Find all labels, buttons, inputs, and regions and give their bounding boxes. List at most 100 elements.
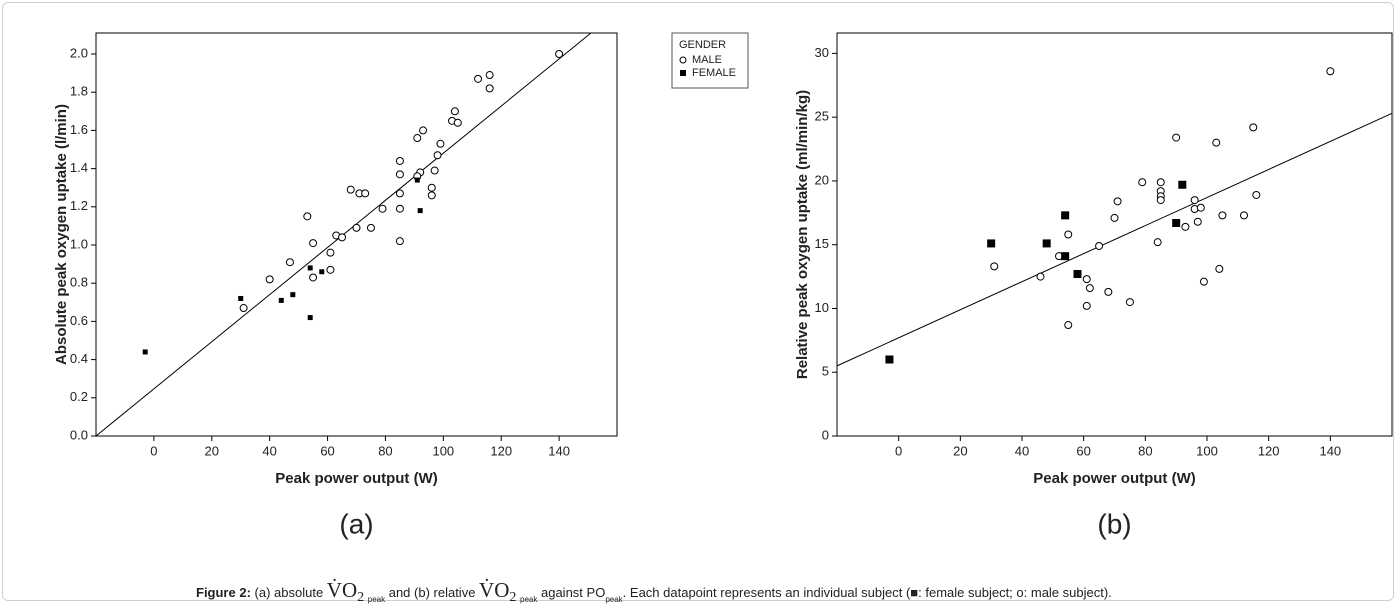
y-axis-title: Relative peak oxygen uptake (ml/min/kg): [794, 90, 811, 379]
point: [1178, 180, 1187, 189]
x-tick-label: 100: [432, 443, 454, 458]
point: [395, 156, 404, 165]
point: [1172, 219, 1181, 228]
y-tick-label: 0.2: [70, 389, 88, 404]
point: [285, 258, 294, 267]
caption-label: Figure 2:: [196, 585, 251, 600]
point: [1082, 301, 1091, 310]
legend-label: FEMALE: [692, 67, 736, 79]
caption-sub: peak: [367, 595, 386, 604]
point: [417, 208, 423, 214]
x-tick-label: 20: [205, 443, 219, 458]
point: [1252, 190, 1261, 199]
caption-text: against PO: [537, 585, 606, 600]
panel-label: (a): [339, 508, 373, 539]
y-tick-label: 0.4: [70, 351, 88, 366]
x-tick-label: 40: [262, 443, 276, 458]
legend-marker: [680, 70, 686, 76]
point: [395, 204, 404, 213]
y-tick-label: 25: [815, 109, 829, 124]
point: [1172, 133, 1181, 142]
point: [1138, 178, 1147, 187]
fit-line: [836, 112, 1393, 367]
y-tick-label: 1.4: [70, 160, 88, 175]
point: [395, 189, 404, 198]
x-tick-label: 0: [150, 443, 157, 458]
y-axis-title: Absolute peak oxygen uptake (l/min): [53, 104, 70, 365]
y-tick-label: 1.2: [70, 198, 88, 213]
point: [427, 191, 436, 200]
y-tick-label: 1.8: [70, 84, 88, 99]
caption-sub: 2: [509, 590, 517, 605]
point: [1113, 197, 1122, 206]
point: [450, 107, 459, 116]
caption-sub: peak: [520, 595, 538, 604]
point: [1326, 67, 1335, 76]
point: [1156, 196, 1165, 205]
caption-symbol: V̇O: [479, 578, 510, 602]
legend-label: MALE: [692, 54, 722, 66]
point: [1061, 211, 1070, 220]
point: [1110, 213, 1119, 222]
y-tick-label: 0: [822, 427, 829, 442]
point: [1199, 277, 1208, 286]
x-tick-label: 120: [490, 443, 512, 458]
y-tick-label: 0.6: [70, 313, 88, 328]
point: [474, 74, 483, 83]
point: [1249, 123, 1258, 132]
point: [319, 269, 325, 275]
point: [1153, 238, 1162, 247]
point: [303, 212, 312, 221]
point: [413, 134, 422, 143]
point: [326, 248, 335, 257]
y-tick-label: 10: [815, 300, 829, 315]
y-tick-label: 1.6: [70, 122, 88, 137]
point: [326, 265, 335, 274]
y-tick-label: 1.0: [70, 236, 88, 251]
point: [1095, 241, 1104, 250]
point: [485, 71, 494, 80]
point: [238, 295, 244, 301]
point: [453, 118, 462, 127]
point: [1042, 239, 1051, 248]
point: [352, 223, 361, 232]
point: [1085, 284, 1094, 293]
point: [307, 265, 313, 271]
point: [378, 204, 387, 213]
point: [990, 262, 999, 271]
x-tick-label: 40: [1015, 443, 1029, 458]
y-tick-label: 15: [815, 236, 829, 251]
panel-label: (b): [1097, 508, 1131, 539]
point: [1036, 272, 1045, 281]
point: [1156, 178, 1165, 187]
point: [1082, 275, 1091, 284]
y-tick-label: 5: [822, 364, 829, 379]
point: [1073, 270, 1082, 279]
x-tick-label: 20: [953, 443, 967, 458]
point: [1181, 222, 1190, 231]
point: [485, 84, 494, 93]
caption-text: and (b) relative: [385, 585, 480, 600]
x-tick-label: 60: [1076, 443, 1090, 458]
point: [395, 237, 404, 246]
point: [142, 349, 148, 355]
x-axis-title: Peak power output (W): [275, 470, 438, 487]
legend-title: GENDER: [679, 39, 726, 51]
x-tick-label: 0: [895, 443, 902, 458]
caption-symbol: V̇O: [326, 578, 358, 602]
x-tick-label: 80: [1138, 443, 1152, 458]
point: [430, 166, 439, 175]
x-tick-label: 120: [1258, 443, 1280, 458]
point: [239, 304, 248, 313]
point: [885, 355, 894, 364]
x-tick-label: 80: [378, 443, 392, 458]
point: [366, 223, 375, 232]
point: [278, 297, 284, 303]
point: [427, 183, 436, 192]
point: [1104, 287, 1113, 296]
point: [1193, 217, 1202, 226]
y-tick-label: 0.8: [70, 275, 88, 290]
x-axis-title: Peak power output (W): [1033, 470, 1196, 487]
